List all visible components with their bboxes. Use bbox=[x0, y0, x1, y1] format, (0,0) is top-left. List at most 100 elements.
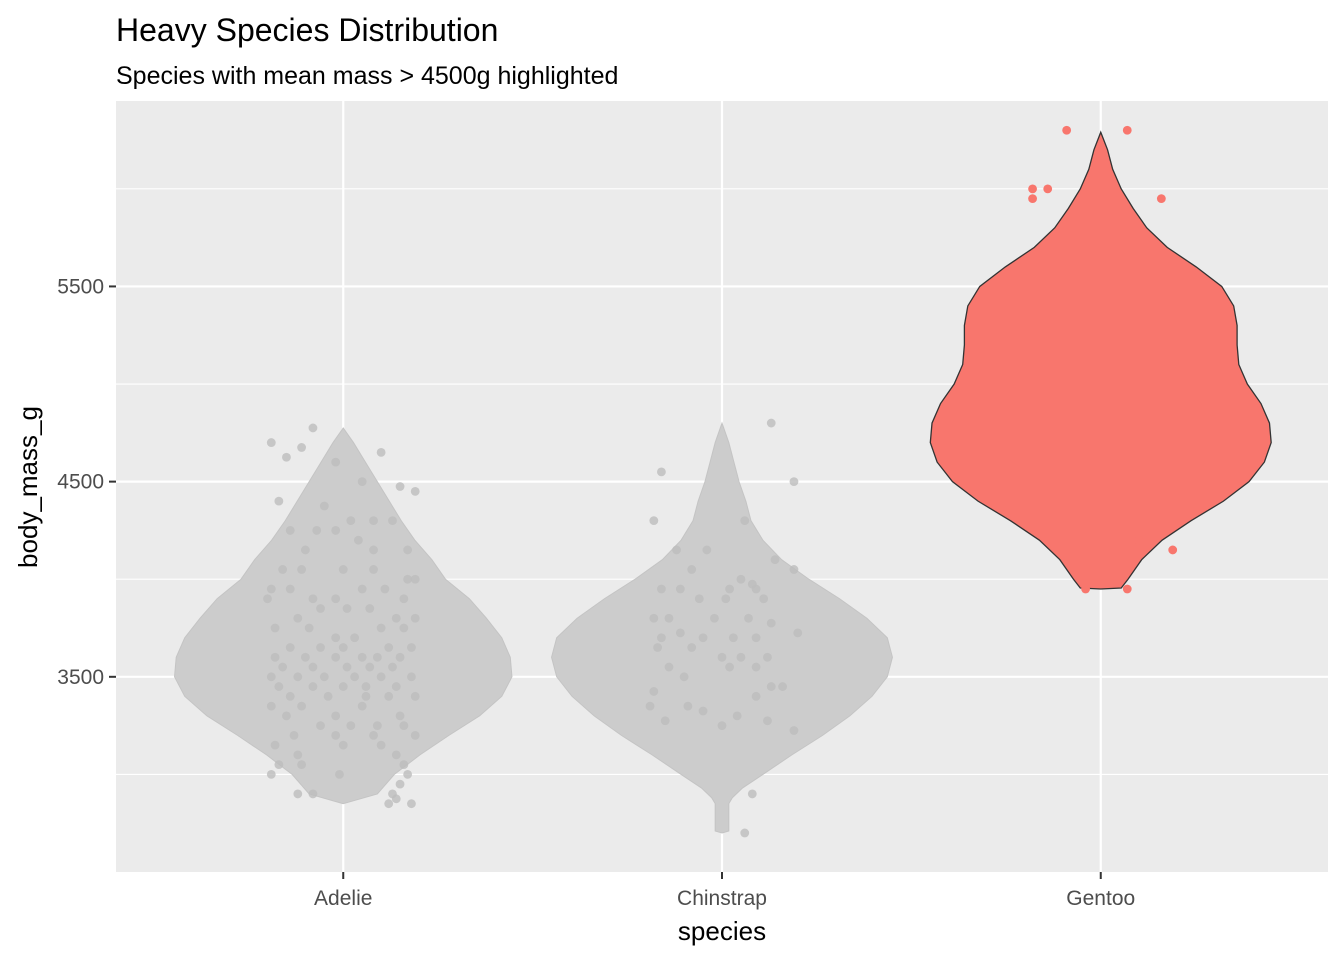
data-point bbox=[342, 604, 352, 613]
data-point bbox=[698, 706, 708, 716]
data-point bbox=[350, 633, 360, 643]
x-tick-label: Adelie bbox=[314, 887, 372, 910]
data-point bbox=[388, 662, 397, 672]
data-point bbox=[357, 584, 367, 594]
data-point bbox=[263, 594, 272, 604]
x-tick-label: Chinstrap bbox=[677, 887, 767, 910]
data-point bbox=[751, 662, 761, 672]
data-point bbox=[407, 672, 416, 682]
data-point bbox=[316, 721, 325, 731]
data-point bbox=[266, 770, 276, 779]
data-point bbox=[376, 447, 386, 457]
violin-chinstrap bbox=[551, 421, 893, 834]
data-point bbox=[285, 691, 295, 701]
data-point bbox=[751, 691, 761, 701]
data-point bbox=[751, 584, 761, 594]
y-axis: 3500 4500 5500 bbox=[57, 275, 116, 689]
data-point bbox=[293, 789, 303, 799]
data-point bbox=[789, 477, 799, 487]
data-point bbox=[391, 794, 401, 804]
y-tick-label: 4500 bbox=[57, 471, 104, 494]
data-point bbox=[338, 682, 348, 691]
data-point bbox=[407, 643, 416, 652]
data-point bbox=[316, 604, 325, 613]
data-point bbox=[766, 418, 776, 428]
data-point bbox=[357, 701, 367, 711]
data-point bbox=[270, 740, 280, 750]
data-point bbox=[316, 643, 325, 652]
data-point bbox=[297, 760, 306, 770]
data-point bbox=[289, 730, 299, 740]
data-point bbox=[285, 584, 295, 594]
data-point bbox=[1156, 194, 1166, 203]
x-tick-label: Gentoo bbox=[1066, 887, 1135, 910]
data-point bbox=[308, 789, 318, 799]
data-point bbox=[285, 526, 295, 535]
data-point bbox=[717, 721, 727, 731]
data-point bbox=[403, 770, 413, 779]
data-point bbox=[331, 633, 341, 643]
data-point bbox=[736, 574, 746, 584]
data-point bbox=[297, 701, 306, 711]
data-point bbox=[354, 535, 363, 545]
chart-subtitle: Species with mean mass > 4500g highlight… bbox=[116, 62, 618, 90]
data-point bbox=[266, 438, 276, 447]
data-point bbox=[721, 594, 731, 604]
data-point bbox=[687, 565, 697, 574]
data-point bbox=[369, 516, 378, 526]
data-point bbox=[308, 662, 318, 672]
data-point bbox=[274, 496, 284, 506]
data-point bbox=[645, 701, 655, 711]
data-point bbox=[1081, 584, 1090, 594]
data-point bbox=[338, 643, 348, 652]
data-point bbox=[399, 623, 409, 633]
data-point bbox=[331, 526, 341, 535]
data-point bbox=[391, 613, 401, 623]
data-point bbox=[766, 618, 776, 628]
data-point bbox=[410, 574, 420, 584]
data-point bbox=[331, 457, 341, 467]
data-point bbox=[384, 691, 394, 701]
data-point bbox=[278, 565, 288, 574]
violin-adelie bbox=[174, 427, 513, 805]
data-point bbox=[759, 594, 769, 604]
data-point bbox=[649, 516, 659, 526]
data-point bbox=[789, 726, 799, 735]
data-point bbox=[338, 740, 348, 750]
data-point bbox=[357, 477, 367, 487]
data-point bbox=[282, 452, 291, 462]
data-point bbox=[369, 565, 378, 574]
data-point bbox=[770, 555, 780, 565]
data-point bbox=[778, 682, 787, 691]
data-point bbox=[304, 623, 314, 633]
data-point bbox=[717, 652, 727, 662]
data-point bbox=[361, 682, 371, 691]
data-point bbox=[395, 711, 405, 721]
data-point bbox=[300, 652, 310, 662]
data-point bbox=[410, 613, 420, 623]
data-point bbox=[270, 623, 280, 633]
y-tick-label: 3500 bbox=[57, 666, 104, 689]
data-point bbox=[372, 652, 382, 662]
data-point bbox=[369, 730, 378, 740]
data-point bbox=[653, 643, 663, 652]
data-point bbox=[766, 682, 776, 691]
data-point bbox=[740, 828, 750, 838]
data-point bbox=[346, 516, 356, 526]
data-point bbox=[266, 701, 276, 711]
data-point bbox=[710, 613, 719, 623]
data-point bbox=[1028, 194, 1037, 203]
data-point bbox=[740, 516, 750, 526]
data-point bbox=[357, 652, 367, 662]
data-point bbox=[395, 652, 405, 662]
data-point bbox=[308, 682, 318, 691]
data-point bbox=[350, 672, 360, 682]
data-point bbox=[266, 584, 276, 594]
data-point bbox=[687, 643, 697, 652]
data-point bbox=[399, 760, 409, 770]
data-point bbox=[331, 730, 341, 740]
data-point bbox=[361, 691, 371, 701]
data-point bbox=[266, 672, 276, 682]
data-point bbox=[789, 565, 799, 574]
